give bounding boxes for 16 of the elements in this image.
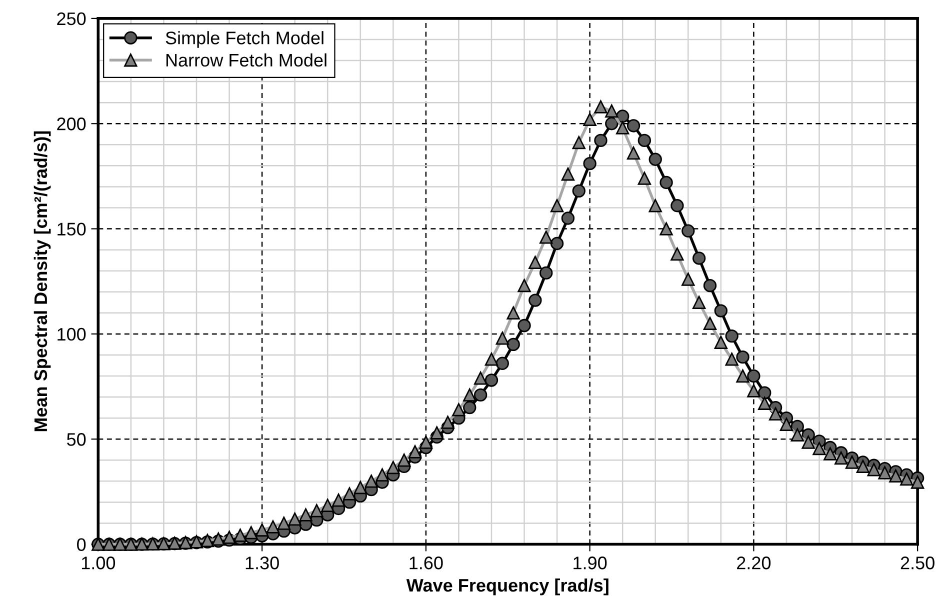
x-tick-label: 2.20 [737, 556, 771, 570]
y-tick-label: 200 [57, 118, 86, 130]
y-tick-label: 100 [58, 328, 86, 341]
y-axis-title: Mean Spectral Density [cm²/(rad/s)] [34, 131, 51, 432]
y-tick-label: 150 [58, 222, 86, 236]
legend-label: Narrow Fetch Model [166, 53, 326, 67]
x-tick-label: 1.00 [82, 556, 116, 570]
legend-label: Simple Fetch Model [166, 31, 324, 48]
y-tick-label: 0 [77, 538, 86, 551]
x-tick-label: 1.60 [410, 556, 443, 570]
y-tick-label: 50 [67, 433, 86, 446]
x-tick-label: 1.30 [246, 556, 279, 570]
y-tick-label: 250 [57, 12, 86, 26]
x-axis-title: Wave Frequency [rad/s] [406, 578, 608, 596]
x-tick-label: 1.90 [574, 556, 607, 570]
x-tick-label: 2.50 [900, 556, 934, 570]
